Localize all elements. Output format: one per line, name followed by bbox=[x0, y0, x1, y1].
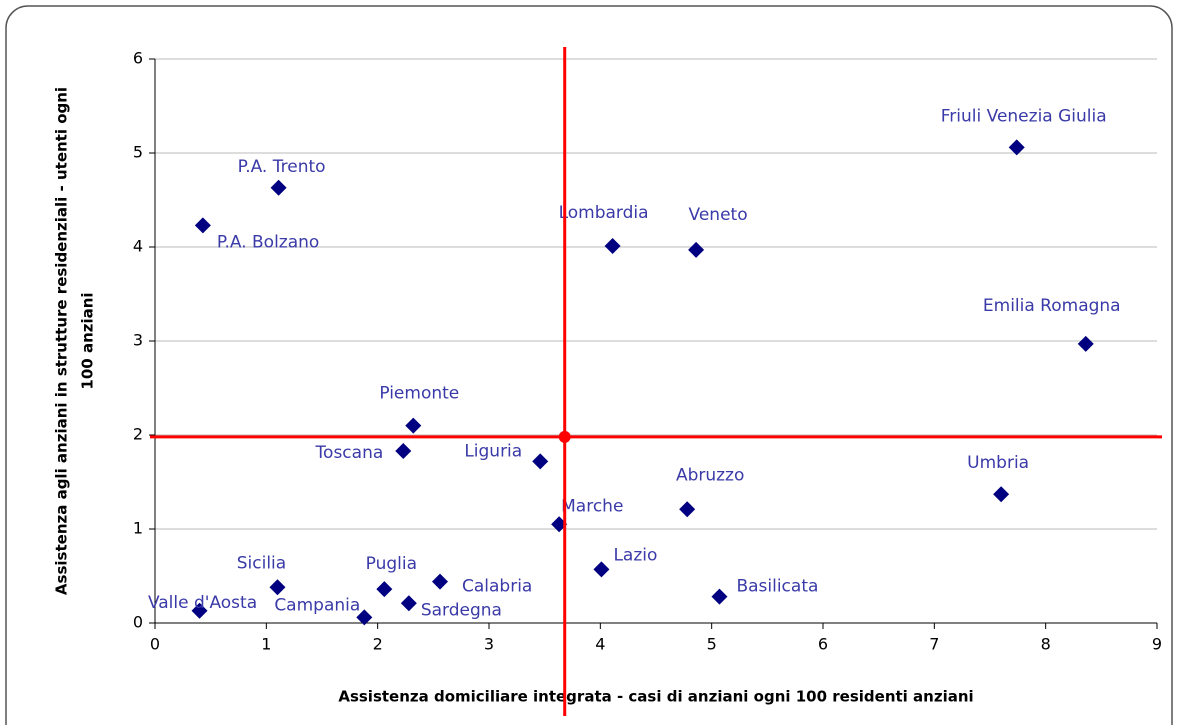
y-axis-label-line: 100 anziani bbox=[79, 292, 97, 389]
x-tick-label: 1 bbox=[261, 635, 271, 654]
point-label: P.A. Trento bbox=[238, 157, 326, 177]
x-tick-label: 3 bbox=[484, 635, 494, 654]
y-axis-label-line: Assistenza agli anziani in strutture res… bbox=[53, 87, 71, 595]
frame bbox=[5, 5, 1173, 725]
point-label: Emilia Romagna bbox=[983, 296, 1121, 316]
reference-point bbox=[558, 430, 571, 443]
x-tick-label: 9 bbox=[1152, 635, 1162, 654]
x-tick-label: 7 bbox=[929, 635, 939, 654]
y-tick-label: 3 bbox=[133, 331, 143, 350]
point bbox=[688, 241, 705, 258]
point-label: Veneto bbox=[689, 205, 748, 225]
x-tick-label: 4 bbox=[595, 635, 605, 654]
point bbox=[194, 217, 211, 234]
point-label: Abruzzo bbox=[676, 465, 744, 485]
point bbox=[679, 501, 696, 518]
point bbox=[270, 179, 287, 196]
point-label: Sardegna bbox=[421, 600, 502, 620]
point-label: Puglia bbox=[366, 554, 417, 574]
point bbox=[432, 573, 449, 590]
point bbox=[1008, 139, 1025, 156]
point-label: Calabria bbox=[462, 577, 532, 597]
point bbox=[532, 453, 549, 470]
point bbox=[191, 602, 208, 619]
point-label: Umbria bbox=[967, 453, 1029, 473]
y-tick-label: 5 bbox=[133, 143, 143, 162]
x-tick-label: 8 bbox=[1041, 635, 1051, 654]
point bbox=[993, 486, 1010, 503]
point-label: Sicilia bbox=[237, 553, 286, 573]
y-tick-label: 1 bbox=[133, 519, 143, 538]
point-label: Liguria bbox=[464, 441, 522, 461]
y-tick-label: 2 bbox=[133, 425, 143, 444]
point bbox=[269, 579, 286, 596]
point-label: Marche bbox=[561, 496, 623, 516]
y-tick-label: 4 bbox=[133, 237, 143, 256]
y-axis-label: Assistenza agli anziani in strutture res… bbox=[53, 87, 97, 595]
y-tick-label: 0 bbox=[133, 613, 143, 632]
point bbox=[593, 561, 610, 578]
point-label: Lazio bbox=[613, 545, 657, 565]
point-label: Lombardia bbox=[559, 203, 649, 223]
x-tick-label: 6 bbox=[818, 635, 828, 654]
y-tick-label: 6 bbox=[133, 49, 143, 68]
point-label: Basilicata bbox=[736, 577, 818, 597]
point bbox=[711, 588, 728, 605]
point-label: Toscana bbox=[315, 443, 384, 463]
point bbox=[1077, 335, 1094, 352]
point bbox=[376, 581, 393, 598]
point bbox=[604, 238, 621, 255]
point bbox=[400, 595, 417, 612]
point-label: Friuli Venezia Giulia bbox=[941, 106, 1107, 126]
point bbox=[356, 609, 373, 626]
point-label: Piemonte bbox=[379, 384, 459, 404]
x-tick-label: 5 bbox=[707, 635, 717, 654]
point-label: Campania bbox=[274, 595, 360, 615]
point bbox=[551, 516, 568, 533]
x-axis-label: Assistenza domiciliare integrata - casi … bbox=[338, 688, 973, 706]
point-label: Valle d'Aosta bbox=[148, 593, 257, 613]
point bbox=[395, 442, 412, 459]
x-tick-label: 0 bbox=[150, 635, 160, 654]
point-label: P.A. Bolzano bbox=[217, 232, 319, 252]
point bbox=[405, 417, 422, 434]
x-tick-label: 2 bbox=[373, 635, 383, 654]
